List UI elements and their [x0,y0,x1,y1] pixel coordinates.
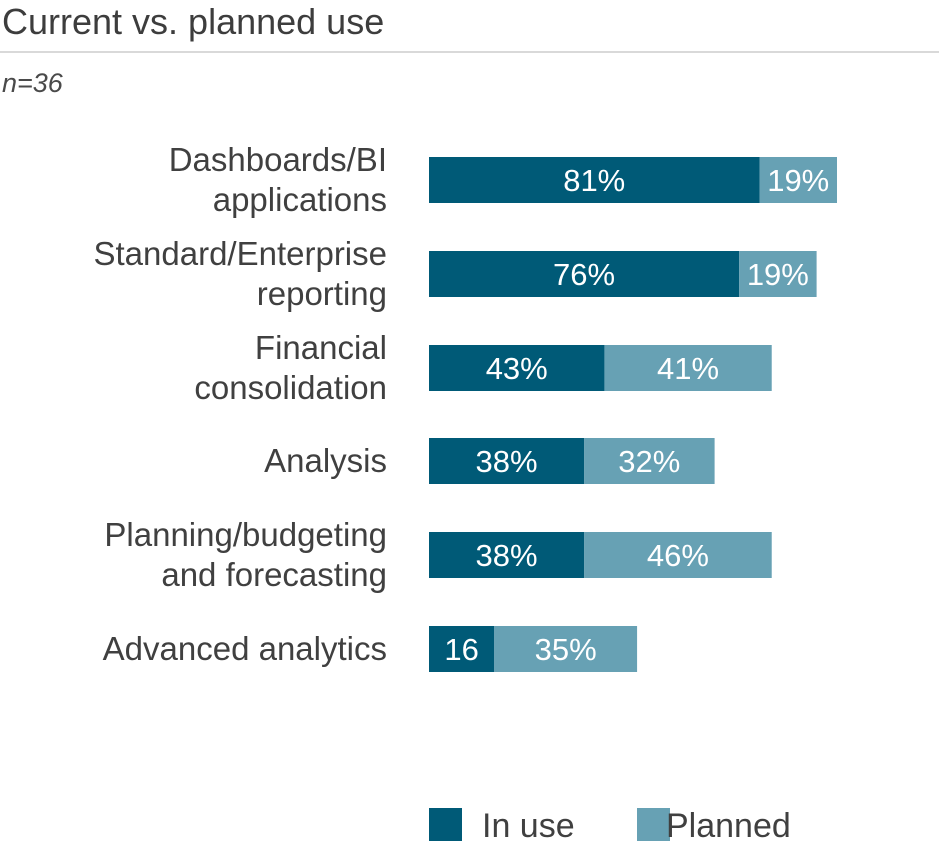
category-label: and forecasting [161,556,387,593]
category-label: Financial [255,329,387,366]
bar-in-use [429,532,585,578]
bar-planned [759,157,837,203]
bar-in-use [429,626,495,672]
category-label: reporting [257,275,387,312]
data-label: 38% [475,538,537,573]
category-label: Analysis [264,442,387,479]
bar-in-use [429,345,605,391]
data-label: 38% [475,444,537,479]
category-label: consolidation [194,369,387,406]
category-label: Advanced analytics [103,630,387,667]
chart-title: Current vs. planned use [2,1,385,42]
data-label: 16 [444,632,478,667]
legend-label: Planned [666,807,791,845]
category-label: Standard/Enterprise [93,235,387,272]
legend-swatch-planned [637,808,670,841]
category-label: Planning/budgeting [104,516,387,553]
title-divider [0,51,939,53]
data-label: 76% [553,257,615,292]
category-label: applications [213,181,387,218]
data-label: 35% [535,632,597,667]
bar-planned [584,438,715,484]
data-label: 46% [647,538,709,573]
legend-label: In use [482,807,575,845]
bar-planned [494,626,638,672]
data-label: 43% [486,351,548,386]
data-label: 81% [563,163,625,198]
bar-in-use [429,438,585,484]
bar-planned [739,251,817,297]
bar-planned [604,345,772,391]
bar-in-use [429,157,760,203]
bar-in-use [429,251,740,297]
bar-planned [584,532,772,578]
data-label: 19% [767,163,829,198]
data-label: 41% [657,351,719,386]
chart-subtitle: n=36 [2,68,63,98]
category-label: Dashboards/BI [169,141,387,178]
data-label: 32% [618,444,680,479]
legend-swatch-in-use [429,808,462,841]
data-label: 19% [747,257,809,292]
